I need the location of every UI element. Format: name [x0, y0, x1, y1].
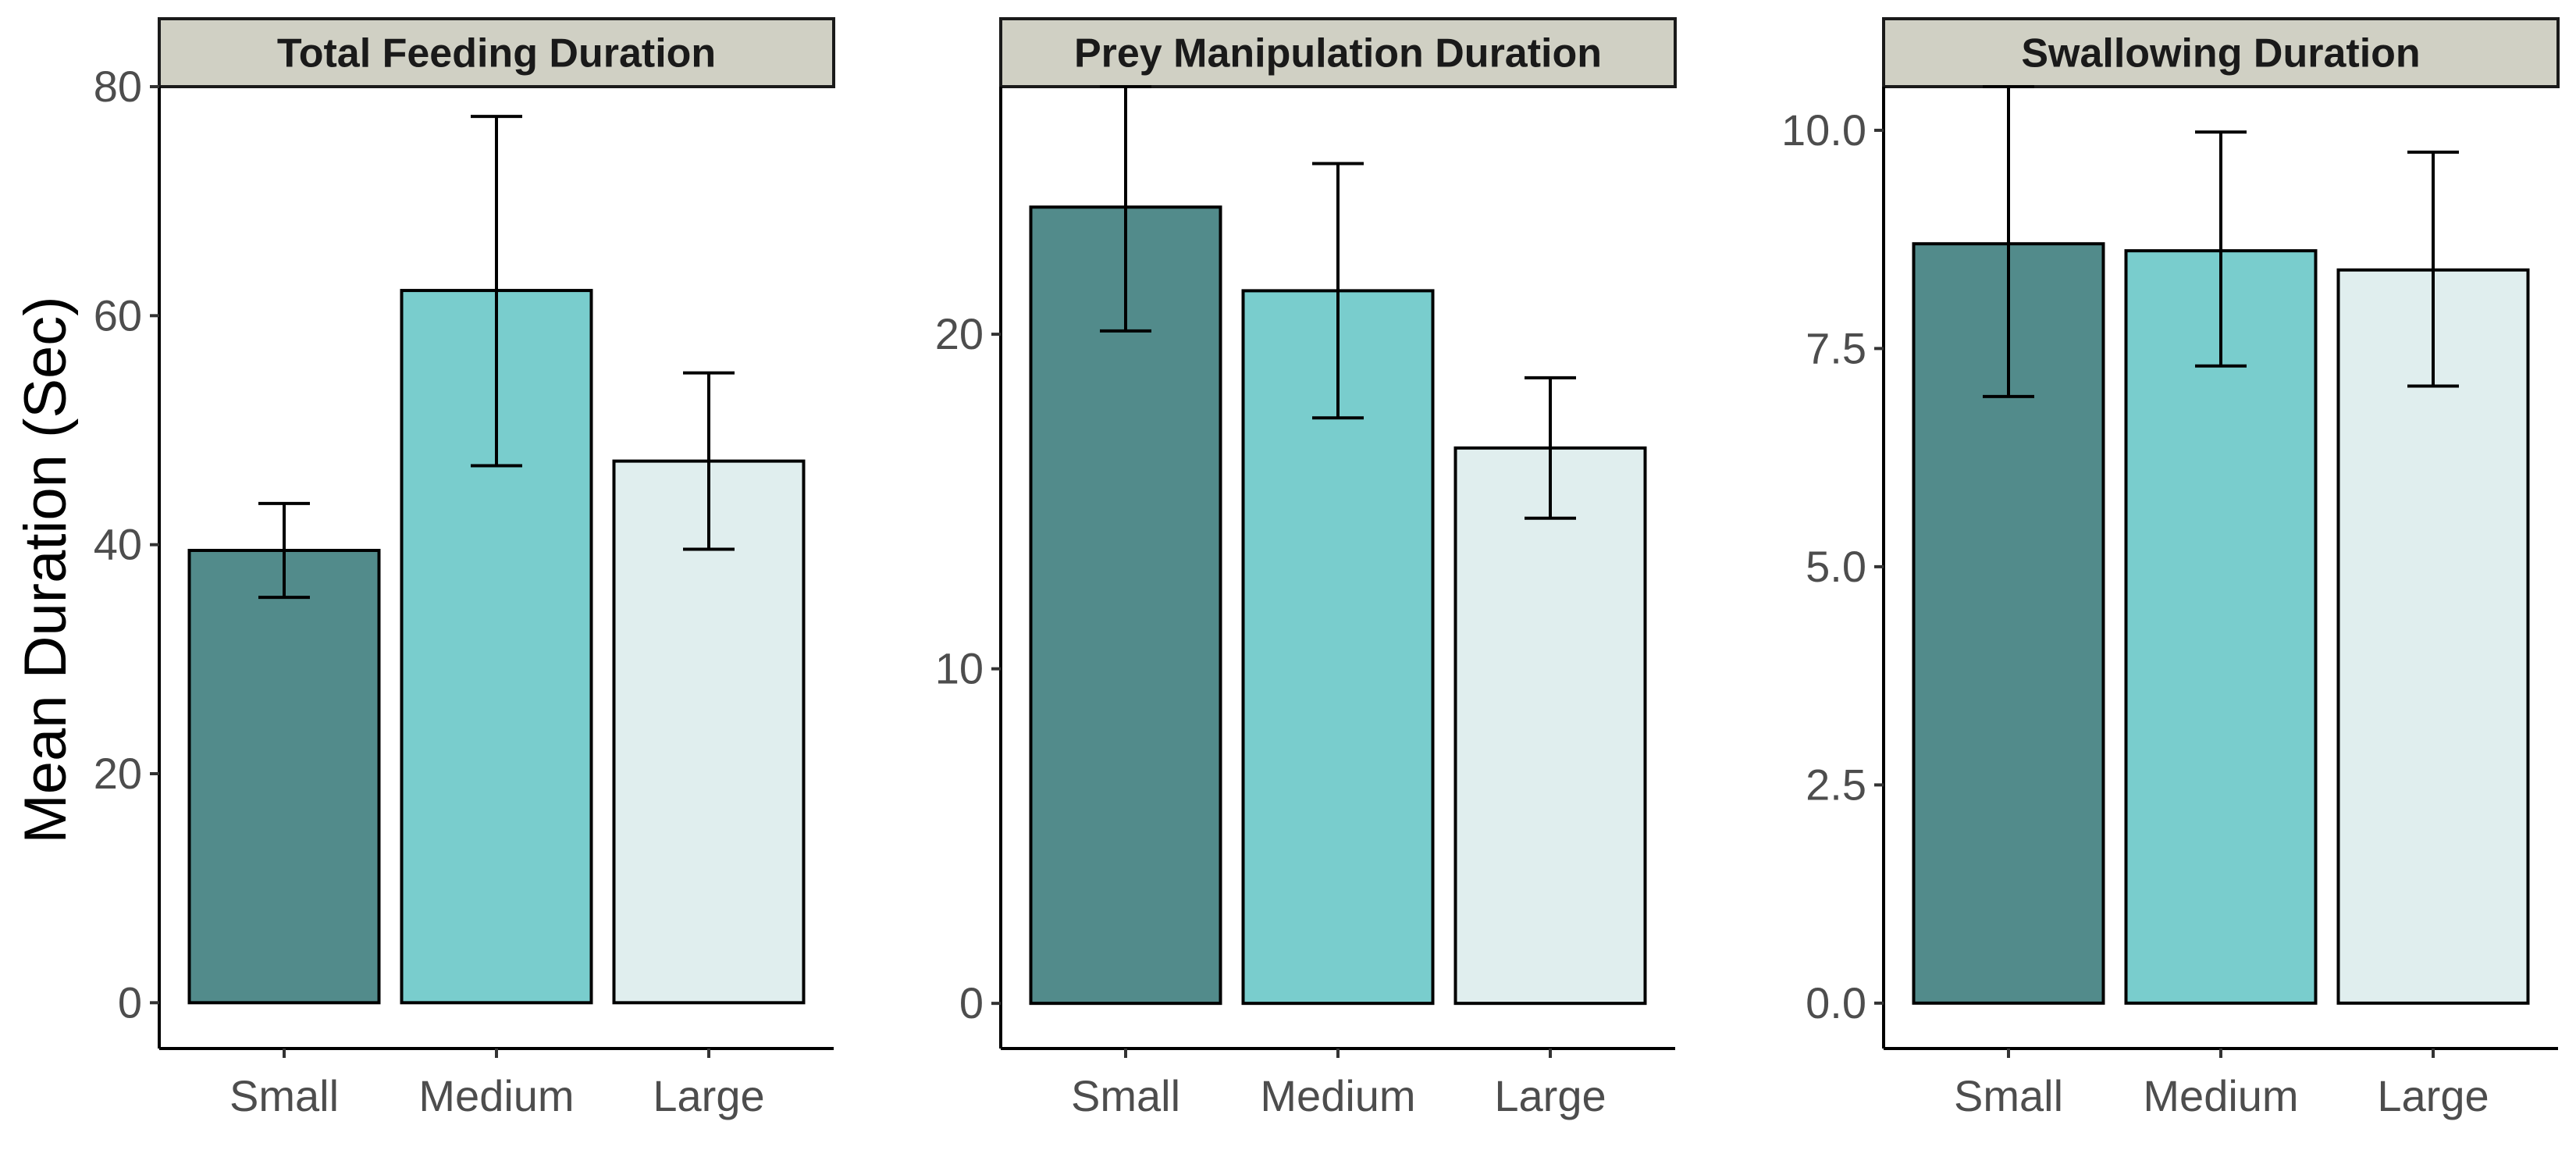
- facet-strip: [158, 17, 835, 88]
- x-tick-label: Medium: [1260, 1071, 1415, 1120]
- facet-panel: Swallowing Duration 0.0 2.5 5.0 7.5 10.0 Small…: [1781, 17, 2560, 1120]
- y-tick-label: 0: [959, 978, 984, 1027]
- bar: [1029, 205, 1222, 1006]
- x-tick-label: Large: [1494, 1071, 1606, 1120]
- y-tick-label: 20: [94, 749, 142, 798]
- y-tick-label: 20: [935, 309, 984, 358]
- bar: [2336, 268, 2530, 1005]
- facet-title: Total Feeding Duration: [277, 31, 716, 77]
- x-tick-label: Large: [653, 1071, 764, 1120]
- facet-panel: Prey Manipulation Duration 0 10 20 Small Medi…: [935, 17, 1677, 1120]
- facet-title: Prey Manipulation Duration: [1074, 31, 1602, 77]
- x-tick-label: Small: [1954, 1071, 2063, 1120]
- x-tick-label: Small: [1071, 1071, 1180, 1120]
- x-tick-label: Small: [229, 1071, 339, 1120]
- y-tick-label: 5.0: [1806, 542, 1866, 591]
- y-tick-label: 80: [94, 62, 142, 111]
- facet-title: Swallowing Duration: [2021, 31, 2420, 77]
- x-tick-label: Medium: [418, 1071, 574, 1120]
- x-tick-label: Large: [2377, 1071, 2489, 1120]
- y-tick-label: 0.0: [1806, 978, 1866, 1027]
- y-tick-label: 10.0: [1781, 105, 1866, 155]
- facet-strip: [1882, 17, 2560, 88]
- y-tick-label: 40: [94, 520, 142, 569]
- y-tick-label: 60: [94, 290, 142, 340]
- y-tick-label: 10: [935, 644, 984, 693]
- y-tick-label: 2.5: [1806, 760, 1866, 809]
- y-tick-label: 0: [118, 977, 142, 1027]
- bar: [1453, 446, 1647, 1006]
- y-tick-label: 7.5: [1806, 323, 1866, 372]
- bar: [187, 549, 381, 1005]
- x-tick-label: Medium: [2143, 1071, 2298, 1120]
- facet-strip: [999, 17, 1677, 88]
- y-axis-title: Mean Duration (Sec): [12, 296, 79, 843]
- facet-panel: Total Feeding Duration 0 20 40 60 80 Small Medi…: [94, 17, 835, 1120]
